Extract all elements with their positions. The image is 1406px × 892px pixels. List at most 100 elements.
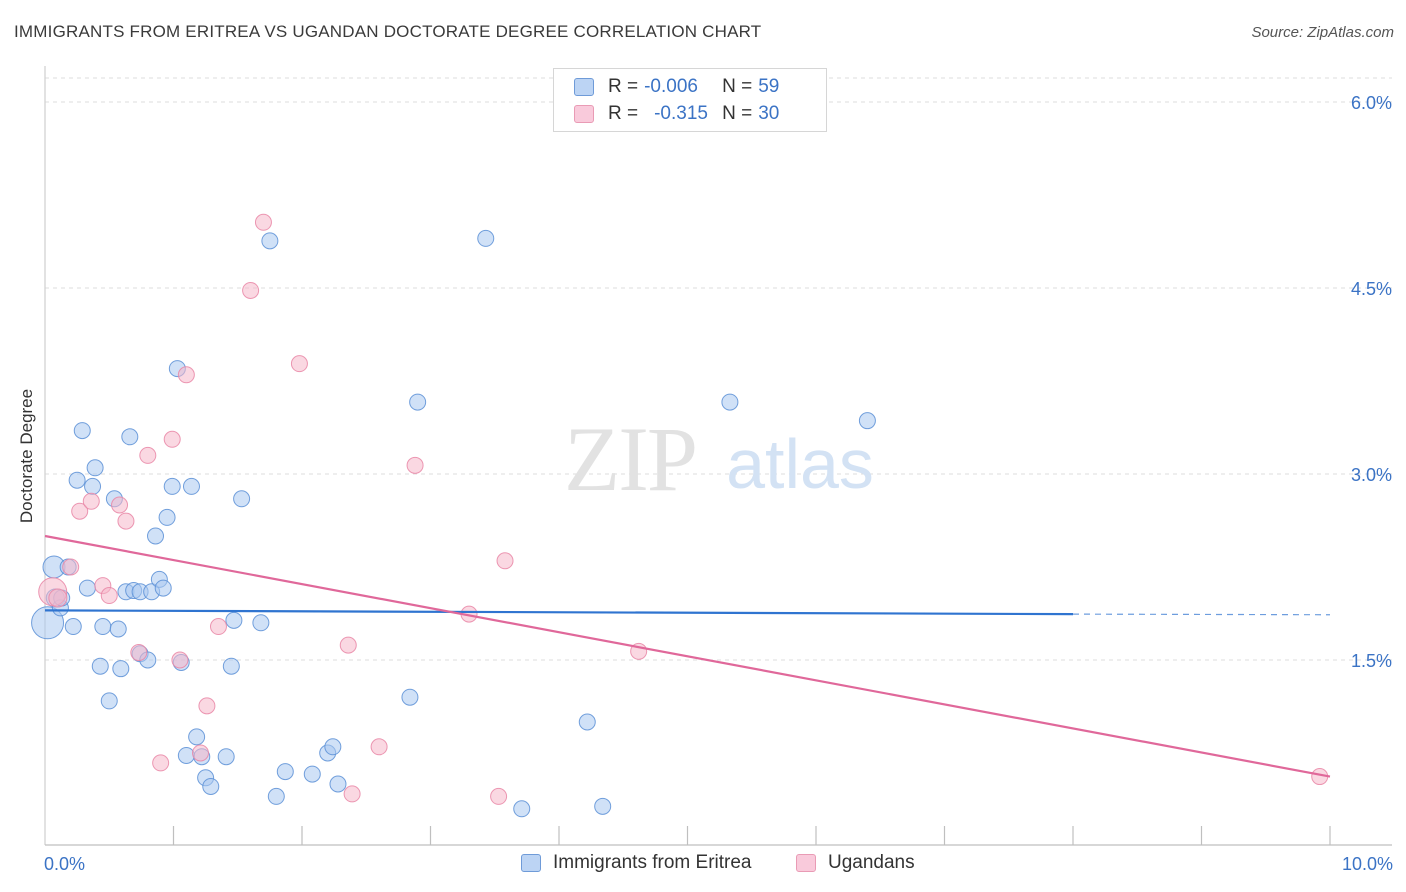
r-value: -0.006 — [644, 76, 698, 97]
ugandans-point — [370, 738, 388, 756]
r-value: -0.315 — [654, 103, 708, 124]
eritrea-point — [182, 477, 200, 495]
eritrea-point — [86, 459, 104, 477]
ugandans-point — [339, 636, 357, 654]
eritrea-swatch — [521, 854, 541, 872]
eritrea-point — [217, 748, 235, 766]
x-tick-label: 0.0% — [44, 854, 85, 874]
eritrea-point — [477, 229, 495, 247]
ugandans-point — [177, 366, 195, 384]
ugandans-point — [242, 281, 260, 299]
eritrea-point — [94, 618, 112, 636]
eritrea-point — [858, 412, 876, 430]
tick-label-layer: 1.5% 3.0% 4.5% 6.0% 0.0% 10.0% — [44, 93, 1393, 874]
eritrea-point — [513, 800, 531, 818]
watermark-atlas: atlas — [726, 425, 874, 503]
eritrea-point — [233, 490, 251, 508]
eritrea-point — [121, 428, 139, 446]
eritrea-point — [163, 477, 181, 495]
eritrea-point — [78, 579, 96, 597]
ugandans-swatch — [574, 105, 594, 123]
eritrea-point — [594, 797, 612, 815]
eritrea-point — [324, 738, 342, 756]
eritrea-point — [158, 508, 176, 526]
ugandans-point — [62, 558, 80, 576]
n-value: 59 — [758, 76, 780, 97]
ugandans-point — [198, 697, 216, 715]
n-label: N = — [722, 76, 753, 97]
ugandans-point — [191, 744, 209, 762]
eritrea-point — [252, 614, 270, 632]
ugandans-swatch — [796, 854, 816, 872]
ugandans-point — [139, 446, 157, 464]
r-label: R = — [608, 76, 639, 97]
eritrea-point — [73, 422, 91, 440]
eritrea-point — [100, 692, 118, 710]
eritrea-point — [188, 728, 206, 746]
eritrea-point — [276, 763, 294, 781]
ugandans-point — [406, 456, 424, 474]
eritrea-point — [225, 611, 243, 629]
watermark: ZIP atlas — [564, 408, 874, 510]
ugandans-point — [290, 355, 308, 373]
eritrea-point — [721, 393, 739, 411]
eritrea-point — [261, 232, 279, 250]
chart-title: IMMIGRANTS FROM ERITREA VS UGANDAN DOCTO… — [14, 22, 762, 41]
ugandans-trendline — [44, 534, 1331, 778]
eritrea-trendline-extension — [1072, 613, 1331, 616]
eritrea-point — [91, 657, 109, 675]
points-layer — [31, 213, 1329, 818]
y-tick-label: 1.5% — [1351, 651, 1392, 671]
ugandans-point — [130, 644, 148, 662]
legend-item-eritrea[interactable]: Immigrants from Eritrea — [521, 852, 751, 874]
ugandans-point — [82, 492, 100, 510]
ugandans-point — [111, 496, 129, 514]
eritrea-swatch — [574, 78, 594, 96]
series-legend: Immigrants from Eritrea Ugandans — [0, 852, 1406, 878]
legend-item-ugandans[interactable]: Ugandans — [796, 852, 915, 874]
legend-label-eritrea: Immigrants from Eritrea — [553, 852, 752, 873]
ugandans-point — [343, 785, 361, 803]
ugandans-point — [496, 552, 514, 570]
watermark-zip: ZIP — [564, 408, 696, 510]
trend-layer — [44, 534, 1331, 778]
eritrea-point — [401, 688, 419, 706]
eritrea-point — [329, 775, 347, 793]
stats-row-ugandans: R = -0.315 N = 30 — [574, 102, 779, 126]
y-tick-label: 3.0% — [1351, 465, 1392, 485]
axis-layer — [44, 66, 1392, 846]
x-tick-label: 10.0% — [1342, 854, 1393, 874]
eritrea-point — [64, 618, 82, 636]
ugandans-point — [171, 651, 189, 669]
stats-legend: R = -0.006 N = 59 R = -0.315 N = 30 — [553, 68, 827, 132]
eritrea-trendline — [44, 609, 1074, 616]
y-tick-label: 6.0% — [1351, 93, 1392, 113]
eritrea-point — [147, 527, 165, 545]
ugandans-point — [117, 512, 135, 530]
stats-row-eritrea: R = -0.006 N = 59 — [574, 75, 779, 99]
ugandans-point — [209, 618, 227, 636]
n-label: N = — [722, 103, 753, 124]
eritrea-point — [68, 471, 86, 489]
eritrea-point — [109, 620, 127, 638]
y-tick-label: 4.5% — [1351, 279, 1392, 299]
ugandans-point — [100, 587, 118, 605]
r-label: R = — [608, 103, 639, 124]
ugandans-point — [152, 754, 170, 772]
eritrea-point — [267, 787, 285, 805]
eritrea-point — [112, 660, 130, 678]
eritrea-point — [84, 477, 102, 495]
eritrea-point — [578, 713, 596, 731]
n-value: 30 — [758, 103, 780, 124]
ugandans-point — [71, 502, 89, 520]
ugandans-point — [163, 430, 181, 448]
eritrea-point — [409, 393, 427, 411]
eritrea-point — [202, 777, 220, 795]
ugandans-point — [490, 787, 508, 805]
ugandans-point — [48, 588, 68, 608]
eritrea-point — [303, 765, 321, 783]
legend-label-ugandans: Ugandans — [828, 852, 915, 873]
eritrea-point — [154, 579, 172, 597]
eritrea-point — [222, 657, 240, 675]
